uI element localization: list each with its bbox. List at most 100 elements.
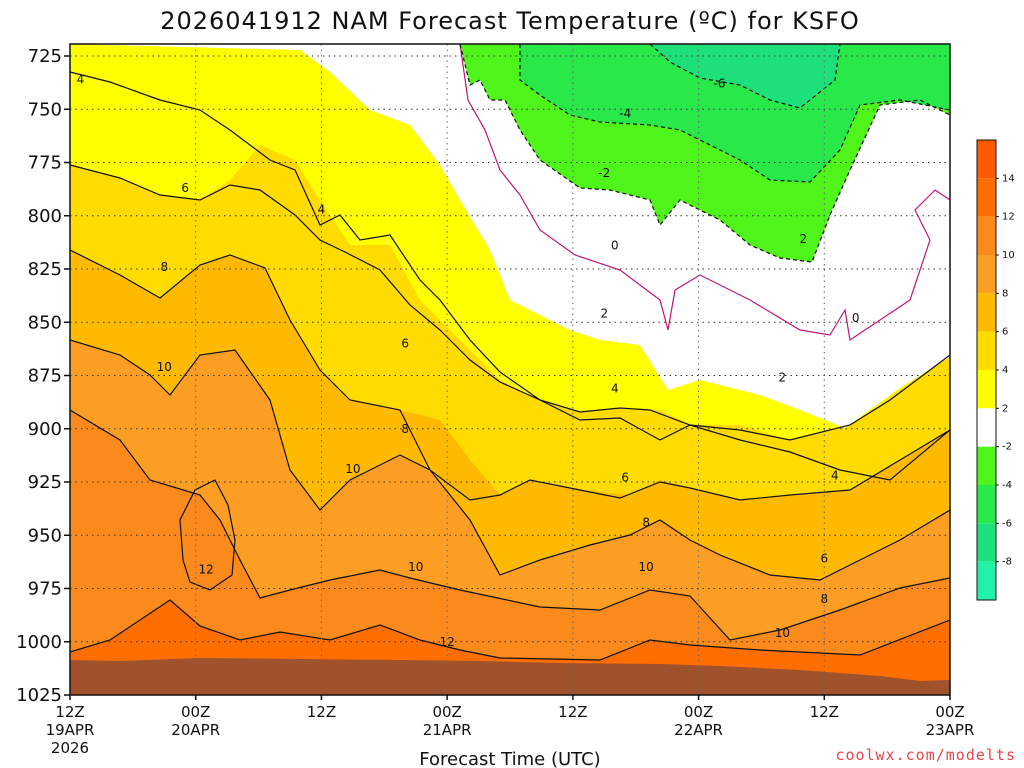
y-tick-label: 800 [28, 206, 62, 227]
contour-value-label: 10 [775, 626, 790, 640]
x-tick-label: 00Z [432, 703, 461, 721]
colorbar-label: 4 [1002, 365, 1008, 376]
colorbar-label: -6 [1002, 518, 1012, 529]
contour-value-label: 2 [800, 232, 808, 246]
contour-6 [70, 164, 950, 481]
contour-value-label: 8 [642, 515, 650, 529]
x-tick-date: 22APR [674, 721, 723, 739]
colorbar-label: 14 [1002, 173, 1015, 184]
contour-value-label: -2 [598, 166, 610, 180]
x-tick-label: 12Z [55, 703, 84, 721]
ground-surface [70, 658, 950, 695]
x-tick-label: 00Z [684, 703, 713, 721]
y-tick-label: 825 [28, 259, 62, 280]
colorbar-frame [976, 139, 997, 601]
contour-minus6 [649, 44, 841, 109]
band-below-minus6 [650, 44, 840, 108]
contour-value-label: 0 [611, 239, 619, 253]
colorbar-label: -2 [1002, 442, 1012, 453]
colorbar-swatch [977, 485, 996, 524]
x-tick-date: 23APR [926, 721, 975, 739]
contour-value-label: 2 [600, 307, 608, 321]
credit-text: coolwx.com/modelts [835, 746, 1016, 764]
contour-value-label: 10 [345, 462, 360, 476]
colorbar-label: 6 [1002, 327, 1008, 338]
contour-value-label: 0 [852, 311, 860, 325]
contour-value-label: 8 [820, 592, 828, 606]
contour-4 [70, 71, 950, 441]
y-tick-label: 725 [28, 46, 62, 67]
colorbar-label: 8 [1002, 288, 1008, 299]
y-axis: 725 750 775 800 825 850 875 900 925 950 975 1000 102… [16, 46, 70, 706]
contour-minus4 [519, 44, 950, 183]
colorbar-swatch [977, 408, 996, 447]
colorbar-swatch [977, 293, 996, 332]
contour-value-label: 10 [408, 560, 423, 574]
y-tick-label: 1000 [16, 632, 62, 653]
y-tick-label: 775 [28, 153, 62, 174]
colorbar-label: -8 [1002, 557, 1012, 568]
x-tick-label: 12Z [558, 703, 587, 721]
x-tick-date: 21APR [423, 721, 472, 739]
contour-minus2 [459, 44, 950, 263]
colorbar-swatch [977, 370, 996, 409]
contour-value-label: 12 [199, 562, 214, 576]
contour-lines [70, 44, 950, 661]
contour-value-label: 6 [621, 471, 629, 485]
contour-value-label: -4 [619, 107, 631, 121]
y-tick-label: 925 [28, 472, 62, 493]
contour-value-label: 4 [77, 72, 85, 86]
colorbar-swatch [977, 216, 996, 255]
contour-value-label: 4 [611, 381, 619, 395]
contour-value-label: 10 [157, 360, 172, 374]
x-tick-label: 00Z [935, 703, 964, 721]
band-below-minus4 [520, 44, 950, 182]
x-tick-date: 20APR [171, 721, 220, 739]
colorbar-label: -4 [1002, 480, 1012, 491]
contour-value-label: 6 [401, 337, 409, 351]
x-tick-date: 19APR [46, 721, 95, 739]
contour-value-label: 8 [401, 422, 409, 436]
plot-frame [69, 43, 951, 696]
colorbar-swatch [977, 140, 996, 179]
chart-title: 2026041912 NAM Forecast Temperature (ºC)… [160, 7, 860, 35]
x-tick-label: 12Z [810, 703, 839, 721]
contour-value-label: 6 [820, 552, 828, 566]
y-tick-label: 975 [28, 579, 62, 600]
contour-value-label: 4 [831, 469, 839, 483]
contour-0 [459, 44, 950, 342]
x-tick-year: 2026 [51, 739, 89, 757]
y-tick-label: 875 [28, 366, 62, 387]
y-tick-label: 900 [28, 419, 62, 440]
x-tick-label: 00Z [181, 703, 210, 721]
colorbar-swatch [977, 255, 996, 294]
colorbar-label: 2 [1002, 403, 1008, 414]
colorbar-label: 10 [1002, 250, 1015, 261]
colorbar-swatch [977, 446, 996, 485]
contour-8 [70, 249, 950, 501]
y-tick-label: 750 [28, 99, 62, 120]
grid-lines [70, 44, 950, 695]
colorbar-swatch [977, 331, 996, 370]
colorbar-label: 12 [1002, 212, 1015, 223]
contour-10 [70, 339, 950, 581]
contour-12-island [179, 479, 236, 591]
contour-12-lower [70, 599, 950, 661]
y-tick-label: 1025 [16, 685, 62, 706]
contour-value-label: 6 [181, 181, 189, 195]
x-tick-label: 12Z [307, 703, 336, 721]
contour-value-label: 10 [639, 560, 654, 574]
contour-12 [70, 409, 950, 641]
contour-value-label: 8 [160, 260, 168, 274]
colorbar-swatch [977, 561, 996, 600]
contour-value-label: 2 [779, 371, 787, 385]
y-tick-label: 850 [28, 312, 62, 333]
colorbar-legend: 14 12 10 8 6 4 2 -2 -4 -6 -8 [976, 139, 1015, 601]
colorbar-swatch [977, 523, 996, 562]
colorbar-swatch [977, 178, 996, 217]
y-tick-label: 950 [28, 525, 62, 546]
